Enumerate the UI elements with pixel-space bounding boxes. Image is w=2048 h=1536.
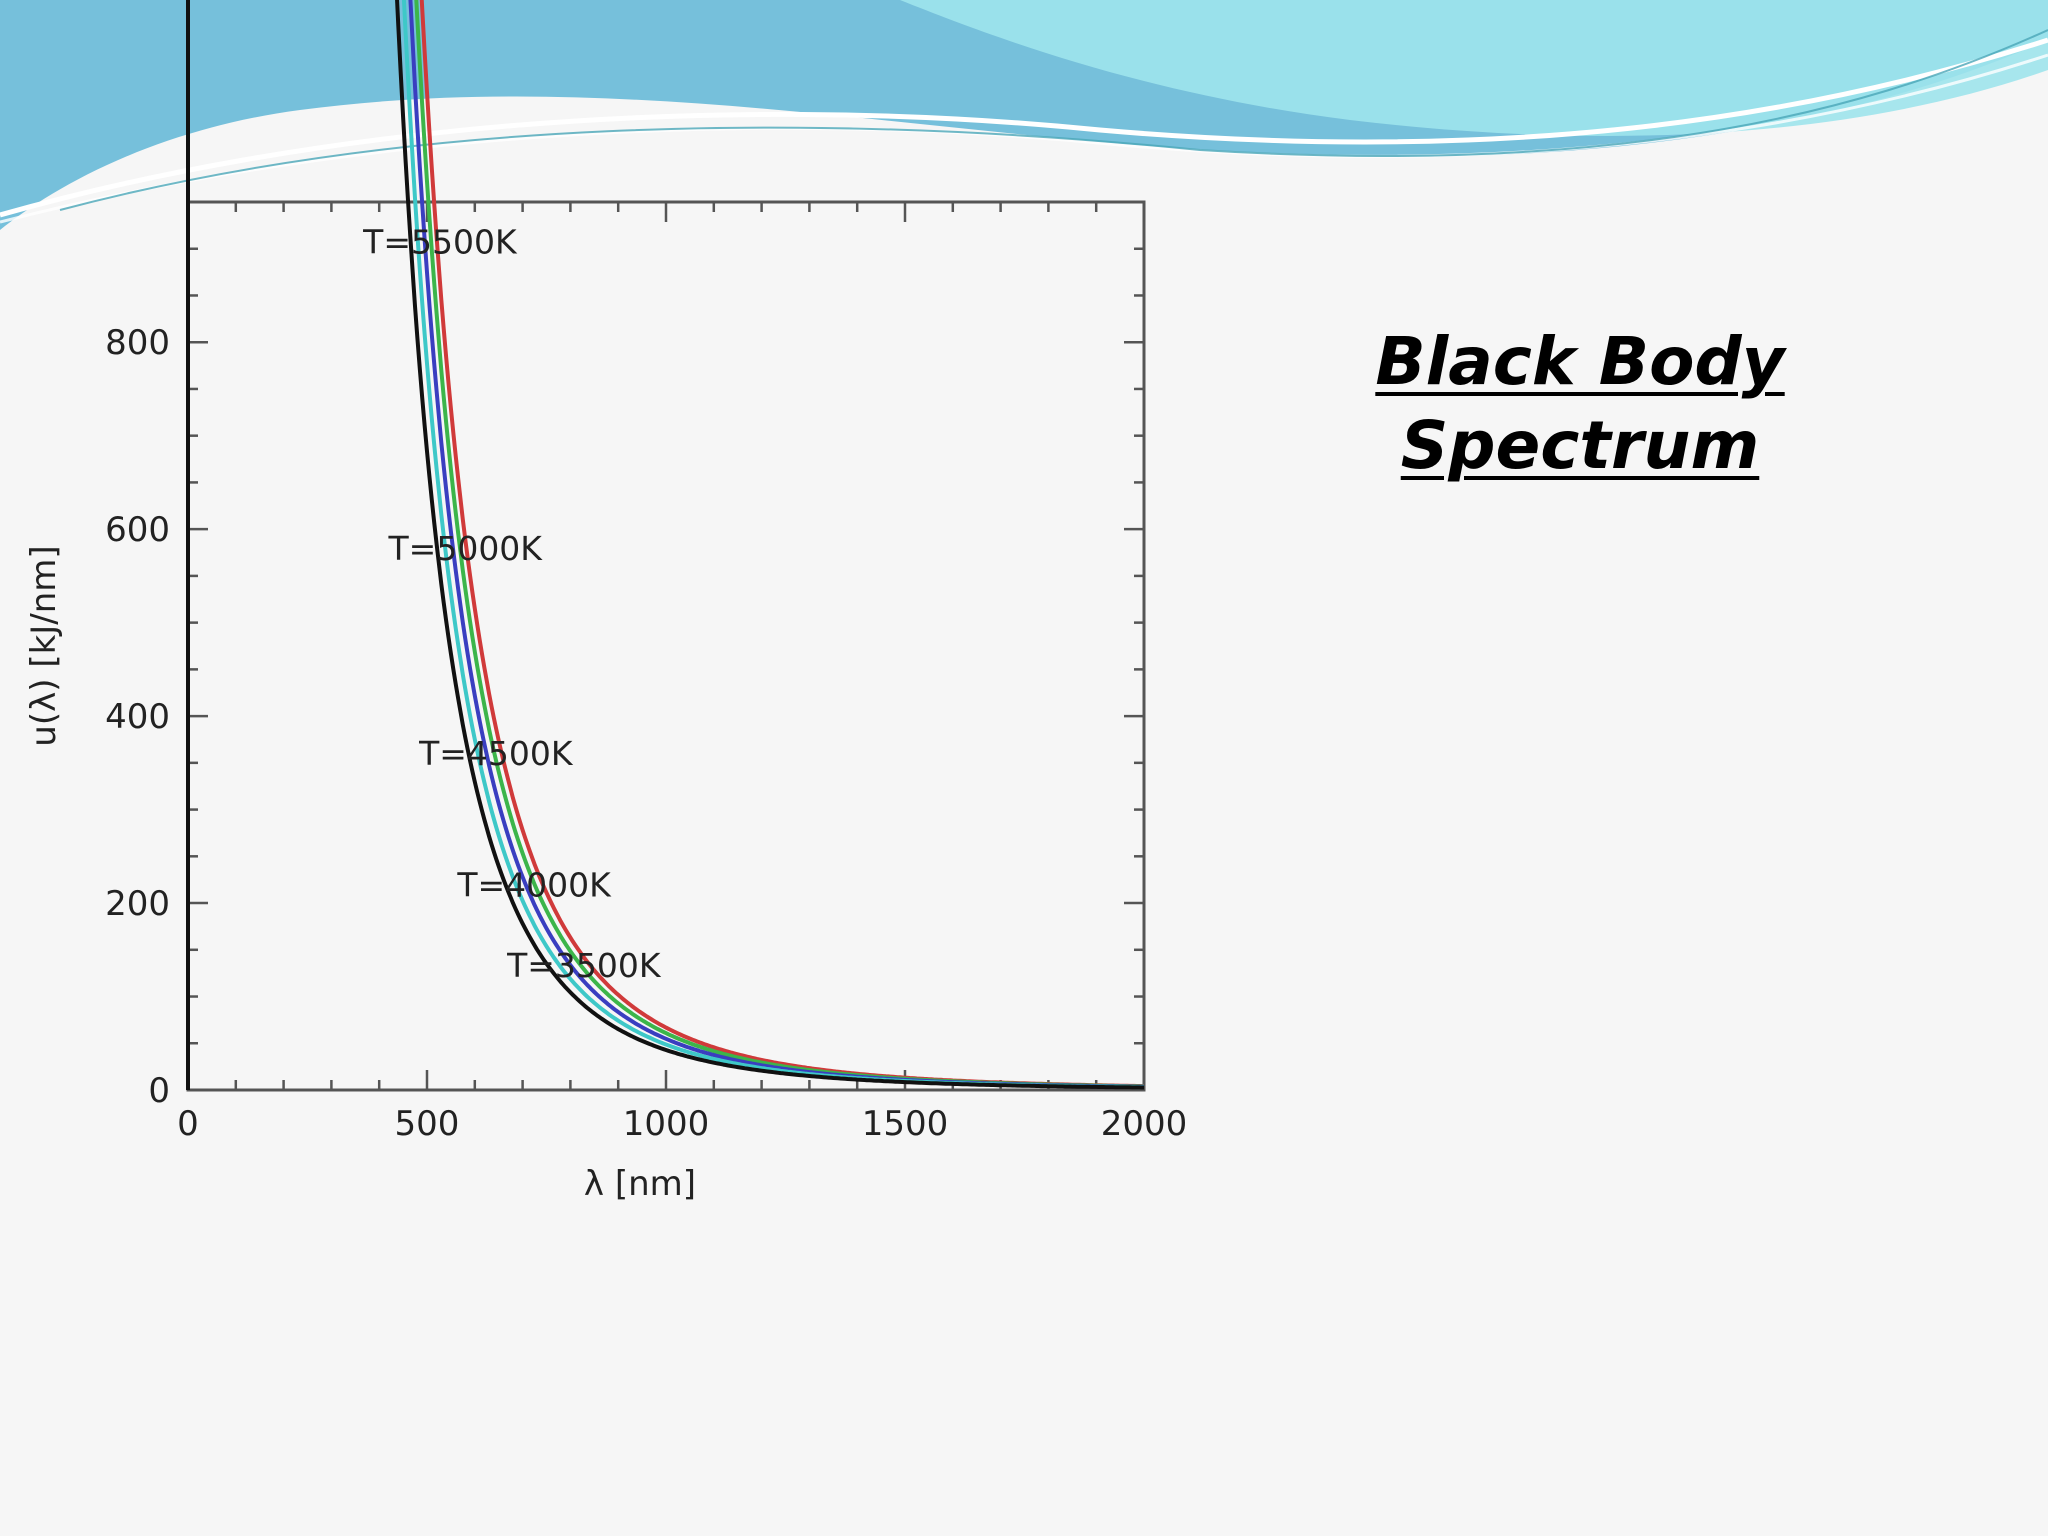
slide-title-line-2: Spectrum xyxy=(1400,407,1760,484)
wave-teal-line xyxy=(59,29,2048,211)
slide-title: Black Body Spectrum xyxy=(1330,320,1830,488)
series-line-4000k xyxy=(188,0,1144,1104)
x-tick-label: 1000 xyxy=(623,1104,710,1144)
series-line-5500k xyxy=(188,0,1144,1120)
x-tick-label: 500 xyxy=(395,1104,460,1144)
y-axis-label: u(λ) [kJ/nm] xyxy=(24,545,64,746)
series-line-3500k xyxy=(188,0,1144,1104)
y-tick-label: 600 xyxy=(105,510,170,550)
plot-frame xyxy=(186,200,1146,1092)
series-label-4500k: T=4500K xyxy=(418,734,574,773)
y-tick-label: 400 xyxy=(105,697,170,737)
x-axis-label: λ [nm] xyxy=(584,1164,696,1204)
slide-title-line-1: Black Body xyxy=(1375,323,1785,400)
series-line-4500k xyxy=(188,0,1144,1120)
series-label-3500k: T=3500K xyxy=(506,946,662,985)
series-labels: T=5500K T=5000K T=4500K T=4000K T=3500K xyxy=(362,222,662,984)
wave-light-band xyxy=(900,0,2048,136)
series-line-5000k xyxy=(188,0,1144,1120)
y-tick-label: 800 xyxy=(105,323,170,363)
header-wave-decoration xyxy=(0,0,2048,230)
wave-white-line-1 xyxy=(0,37,2048,218)
series-label-4000k: T=4000K xyxy=(456,866,612,905)
y-tick-label: 200 xyxy=(105,884,170,924)
axis-ticks xyxy=(186,202,1146,1092)
y-tick-labels: 0 200 400 600 800 xyxy=(105,323,170,1111)
series-label-5000k: T=5000K xyxy=(388,529,544,568)
x-tick-label: 2000 xyxy=(1101,1104,1188,1144)
x-tick-labels: 0 500 1000 1500 2000 xyxy=(177,1104,1187,1144)
x-tick-label: 0 xyxy=(177,1104,199,1144)
x-tick-label: 1500 xyxy=(862,1104,949,1144)
wave-white-line-2 xyxy=(0,53,2048,224)
series-curves xyxy=(188,0,1144,1120)
y-tick-label: 0 xyxy=(148,1071,170,1111)
series-label-5500k: T=5500K xyxy=(362,222,518,261)
